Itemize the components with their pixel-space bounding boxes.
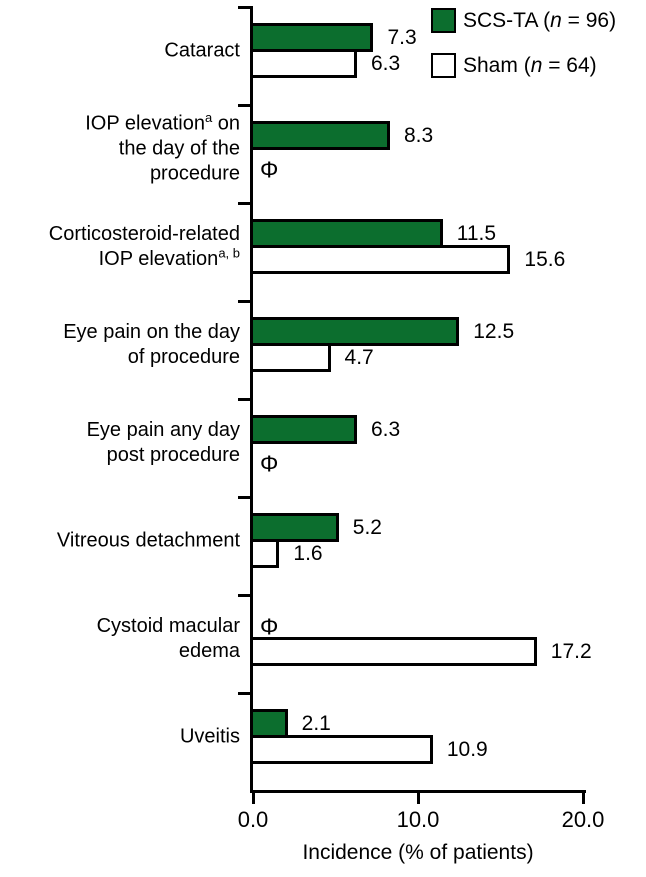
x-tick xyxy=(581,793,585,804)
category-label-line: edema xyxy=(178,640,240,662)
x-tick xyxy=(251,793,255,804)
bar-sham xyxy=(250,49,357,78)
bar-scs-ta xyxy=(250,121,390,150)
bar-value-label: 5.2 xyxy=(352,515,382,539)
category-label-line: Eye pain on the day xyxy=(63,321,240,343)
bar-sham xyxy=(250,343,331,372)
bar-scs-ta xyxy=(250,513,339,542)
y-tick xyxy=(238,300,250,303)
category-label: Cystoid macular edema xyxy=(97,614,240,664)
bar-value-label: 6.3 xyxy=(370,51,401,75)
category-label-line: Vitreous detachment xyxy=(56,529,240,552)
category-label-line: IOP elevationa, b xyxy=(98,245,240,270)
x-tick-label: 10.0 xyxy=(396,807,440,832)
category-label-line: post procedure xyxy=(106,444,240,466)
bar-scs-ta xyxy=(250,415,357,444)
x-axis-title: Incidence (% of patients) xyxy=(302,841,534,864)
zero-marker: Φ xyxy=(260,450,279,477)
category-label: Cataract xyxy=(164,39,240,64)
category-label-line: Cystoid macular xyxy=(96,615,240,637)
bar-sham xyxy=(250,735,433,764)
y-tick xyxy=(238,496,250,499)
x-axis xyxy=(250,790,586,793)
legend-swatch xyxy=(431,8,456,33)
y-axis xyxy=(250,6,253,793)
y-tick xyxy=(238,202,250,205)
category-label: Corticosteroid-related IOP elevationa, b xyxy=(49,222,240,272)
bar-sham xyxy=(250,245,511,274)
bar-value-label: 6.3 xyxy=(370,417,401,441)
category-label-line: Cataract xyxy=(164,39,240,62)
bar-scs-ta xyxy=(250,23,374,52)
bar-value-label: 4.7 xyxy=(344,345,374,369)
y-tick xyxy=(238,692,250,695)
bar-value-label: 12.5 xyxy=(473,319,515,343)
category-label-line: IOP elevationa on xyxy=(85,109,240,135)
category-label-line: procedure xyxy=(149,162,240,185)
legend-item: SCS-TA (n = 96) xyxy=(431,8,616,33)
y-tick xyxy=(238,104,250,107)
bar-value-label: 17.2 xyxy=(550,639,592,663)
bar-value-label: 7.3 xyxy=(387,25,417,49)
category-label-line: the day of the xyxy=(118,137,240,160)
legend-label: Sham (n = 64) xyxy=(463,53,597,77)
zero-marker: Φ xyxy=(260,613,279,640)
category-label: Vitreous detachment xyxy=(57,529,240,554)
category-label: Eye pain any day post procedure xyxy=(87,418,240,468)
bar-value-label: 1.6 xyxy=(293,541,323,565)
category-label-line: Corticosteroid-related xyxy=(48,223,240,245)
legend-label: SCS-TA (n = 96) xyxy=(463,8,617,32)
bar-value-label: 10.9 xyxy=(446,737,488,761)
category-label-line: of procedure xyxy=(127,346,240,368)
bar-scs-ta xyxy=(250,219,443,248)
category-label-line: Uveitis xyxy=(179,725,240,748)
x-tick xyxy=(416,793,420,804)
bar-sham xyxy=(250,637,537,666)
category-label-line: Eye pain any day xyxy=(86,419,240,441)
bar-value-label: 11.5 xyxy=(456,221,497,245)
y-tick xyxy=(238,398,250,401)
bar-value-label: 15.6 xyxy=(524,247,566,271)
x-tick-label: 20.0 xyxy=(561,807,605,832)
bar-sham xyxy=(250,539,280,568)
bar-scs-ta xyxy=(250,709,288,738)
legend-item: Sham (n = 64) xyxy=(431,53,597,78)
y-tick xyxy=(238,594,250,597)
category-label: Eye pain on the day of procedure xyxy=(63,320,240,370)
bar-value-label: 8.3 xyxy=(403,123,434,147)
y-tick xyxy=(238,6,250,9)
category-label: Uveitis xyxy=(180,725,240,750)
zero-marker: Φ xyxy=(260,156,279,183)
category-label: IOP elevationa on the day of the procedure xyxy=(85,109,240,187)
bar-scs-ta xyxy=(250,317,460,346)
legend-swatch xyxy=(431,53,456,78)
x-tick-label: 0.0 xyxy=(237,807,269,832)
bar-value-label: 2.1 xyxy=(301,711,331,735)
